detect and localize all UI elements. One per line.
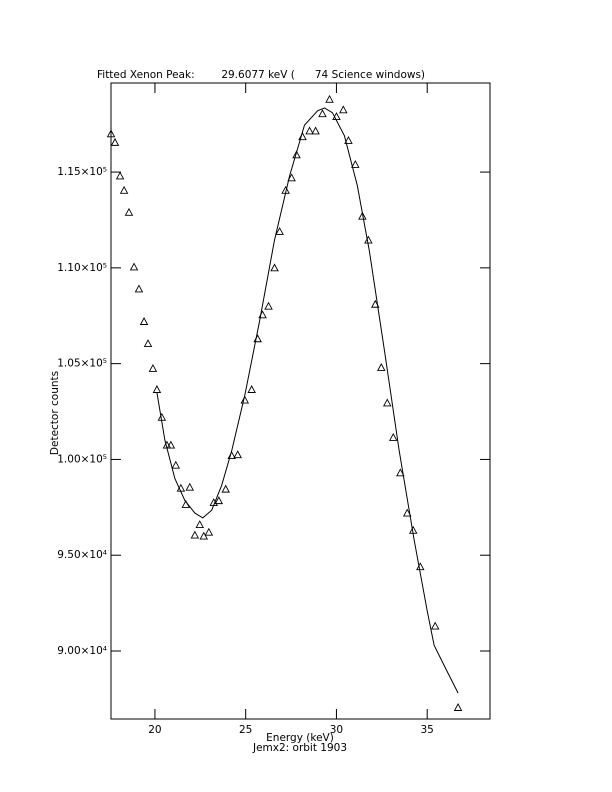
data-point [157, 412, 167, 421]
data-point [209, 498, 218, 506]
y-tick-label: 1.00×10⁵ [57, 453, 107, 465]
data-point [396, 468, 405, 477]
data-point [318, 109, 327, 118]
x-axis-label: Energy (keV) [266, 732, 334, 744]
data-point [227, 451, 236, 460]
data-point [339, 105, 348, 114]
plot-frame [110, 82, 491, 720]
data-point [247, 385, 256, 393]
data-point [275, 227, 284, 235]
data-point [344, 136, 353, 144]
data-point [115, 171, 125, 180]
data-point [152, 385, 162, 393]
data-point [377, 363, 386, 371]
data-point [383, 398, 392, 407]
data-point [430, 621, 440, 630]
data-point [287, 173, 296, 182]
data-point [134, 284, 144, 293]
x-tick-label: 35 [421, 724, 434, 736]
data-point [214, 496, 224, 505]
data-point [358, 211, 367, 220]
data-point [292, 150, 301, 159]
data-point [221, 484, 230, 493]
data-point [453, 703, 463, 711]
data-point [264, 301, 273, 310]
data-point [408, 525, 418, 534]
y-axis-label: Detector counts [49, 371, 61, 455]
x-tick-label: 30 [330, 724, 343, 736]
data-point [176, 483, 186, 492]
data-point [129, 262, 139, 271]
data-point [139, 317, 149, 325]
data-point [402, 508, 412, 517]
y-tick-label: 9.00×10⁴ [57, 645, 107, 657]
data-point [195, 520, 205, 529]
data-point [185, 482, 195, 491]
data-point [298, 132, 307, 141]
data-point [190, 530, 200, 539]
data-point [240, 395, 250, 404]
data-point [332, 112, 341, 120]
data-point [253, 334, 262, 343]
data-point [416, 562, 425, 571]
data-point [233, 450, 242, 459]
data-point [148, 363, 158, 372]
data-point [325, 94, 334, 103]
data-point [204, 527, 214, 536]
x-tick-label: 20 [148, 724, 161, 736]
data-point [281, 185, 290, 194]
y-tick-label: 1.05×10⁵ [57, 358, 107, 370]
y-tick-label: 1.15×10⁵ [57, 166, 107, 178]
annotation: Jemx2: orbit 1903 [252, 742, 347, 754]
y-tick-label: 9.50×10⁴ [57, 549, 107, 561]
data-point [181, 499, 191, 508]
data-point [305, 126, 314, 135]
data-point [166, 440, 176, 449]
x-tick-label: 25 [239, 724, 252, 736]
data-point [106, 129, 116, 138]
data-point [258, 310, 267, 319]
data-point [119, 185, 129, 194]
data-point [364, 235, 373, 244]
chart-title: Fitted Xenon Peak: 29.6077 keV ( 74 Scie… [97, 69, 425, 81]
data-point [124, 207, 134, 216]
data-point [270, 263, 279, 272]
data-point [199, 531, 209, 540]
data-point [388, 432, 398, 441]
data-point [110, 137, 120, 146]
data-point [143, 339, 153, 347]
data-point [171, 460, 181, 469]
data-point [311, 126, 320, 135]
y-tick-label: 1.10×10⁵ [57, 262, 107, 274]
fit-line [156, 107, 459, 694]
data-point [351, 159, 360, 168]
data-point [371, 299, 380, 308]
